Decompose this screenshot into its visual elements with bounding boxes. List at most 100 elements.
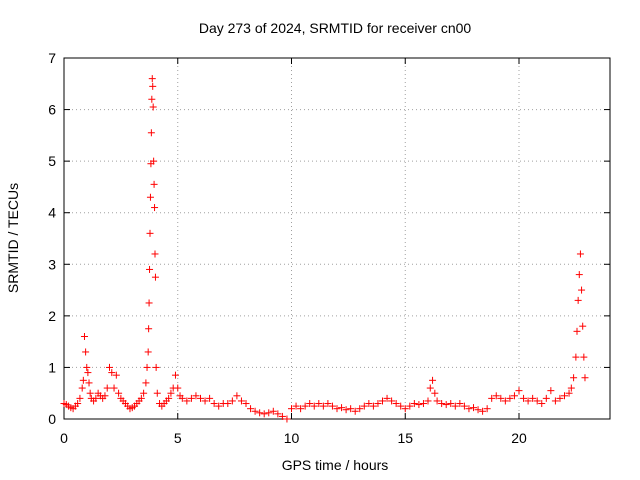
data-point: [146, 193, 154, 201]
data-point: [78, 384, 86, 392]
data-point: [146, 265, 154, 273]
data-point: [192, 392, 200, 400]
data-point: [410, 400, 418, 408]
data-point: [401, 405, 409, 413]
data-point: [197, 394, 204, 402]
data-point: [397, 402, 405, 410]
data-point: [501, 397, 509, 405]
data-point: [429, 376, 437, 384]
data-point: [388, 397, 396, 405]
data-point: [581, 374, 589, 382]
data-point: [178, 394, 186, 402]
data-point: [86, 389, 94, 397]
data-point: [419, 400, 427, 408]
data-point: [365, 400, 373, 408]
data-point: [187, 394, 195, 402]
data-point: [529, 394, 537, 402]
data-point: [237, 397, 245, 405]
data-point: [351, 407, 359, 415]
data-point: [174, 384, 182, 392]
data-point: [201, 397, 209, 405]
data-point: [470, 404, 477, 412]
data-point: [474, 406, 482, 414]
data-point: [551, 397, 559, 405]
data-point: [565, 389, 573, 397]
data-point: [297, 405, 305, 413]
plot-frame: [63, 57, 611, 420]
data-point: [80, 332, 88, 340]
data-point: [579, 322, 587, 330]
data-point: [374, 400, 382, 408]
data-point: [520, 394, 528, 402]
data-point: [144, 348, 152, 356]
data-point: [392, 400, 400, 408]
x-tick-label: 20: [511, 430, 527, 446]
data-point: [85, 379, 93, 387]
data-point: [142, 379, 150, 387]
x-tick-label: 10: [284, 430, 300, 446]
data-point: [515, 387, 523, 395]
y-tick-label: 2: [48, 308, 56, 324]
data-point: [146, 229, 154, 237]
data-point: [150, 157, 158, 165]
data-point: [106, 363, 113, 371]
data-point: [251, 407, 259, 415]
data-point: [145, 325, 153, 333]
data-point: [442, 401, 450, 409]
data-point: [506, 394, 514, 402]
data-point: [547, 387, 555, 395]
data-point: [360, 402, 368, 410]
y-tick-label: 3: [48, 256, 56, 272]
grid: [64, 58, 610, 419]
data-point: [438, 400, 446, 408]
data-point: [369, 402, 377, 410]
data-point: [333, 405, 341, 413]
data-point: [256, 409, 264, 417]
data-point: [115, 389, 123, 397]
data-point: [424, 397, 432, 405]
data-point: [572, 353, 580, 361]
data-point: [108, 369, 116, 377]
x-axis-label: GPS time / hours: [282, 457, 389, 473]
data-point: [356, 405, 364, 413]
data-point: [171, 371, 179, 379]
data-point: [101, 392, 109, 400]
data-point: [165, 394, 173, 402]
data-point: [456, 400, 464, 408]
data-point: [292, 402, 300, 410]
x-tick-label: 0: [60, 430, 68, 446]
data-point: [342, 406, 350, 414]
data-point: [269, 407, 277, 415]
data-point: [183, 397, 191, 405]
data-point: [288, 405, 295, 413]
data-point: [492, 392, 500, 400]
data-point: [112, 371, 120, 379]
data-point: [431, 389, 439, 397]
data-point: [148, 95, 156, 103]
data-point: [488, 394, 496, 402]
data-point: [151, 204, 159, 212]
data-point: [542, 394, 550, 402]
data-point: [274, 410, 282, 418]
data-point: [406, 402, 414, 410]
data-point: [306, 400, 314, 408]
data-point: [110, 384, 118, 392]
data-point: [578, 286, 586, 294]
data-point: [433, 397, 441, 405]
data-point: [460, 402, 468, 410]
data-point: [153, 389, 161, 397]
data-point: [137, 394, 145, 402]
data-point: [574, 296, 582, 304]
data-point: [538, 400, 546, 408]
data-point: [147, 129, 155, 137]
data-point: [465, 405, 473, 413]
data-point: [447, 400, 455, 408]
data-marks: [60, 75, 589, 423]
data-point: [580, 353, 588, 361]
x-tick-label: 15: [397, 430, 413, 446]
data-point: [233, 392, 241, 400]
data-point: [74, 400, 82, 408]
y-tick-label: 1: [48, 359, 56, 375]
data-point: [151, 273, 159, 281]
